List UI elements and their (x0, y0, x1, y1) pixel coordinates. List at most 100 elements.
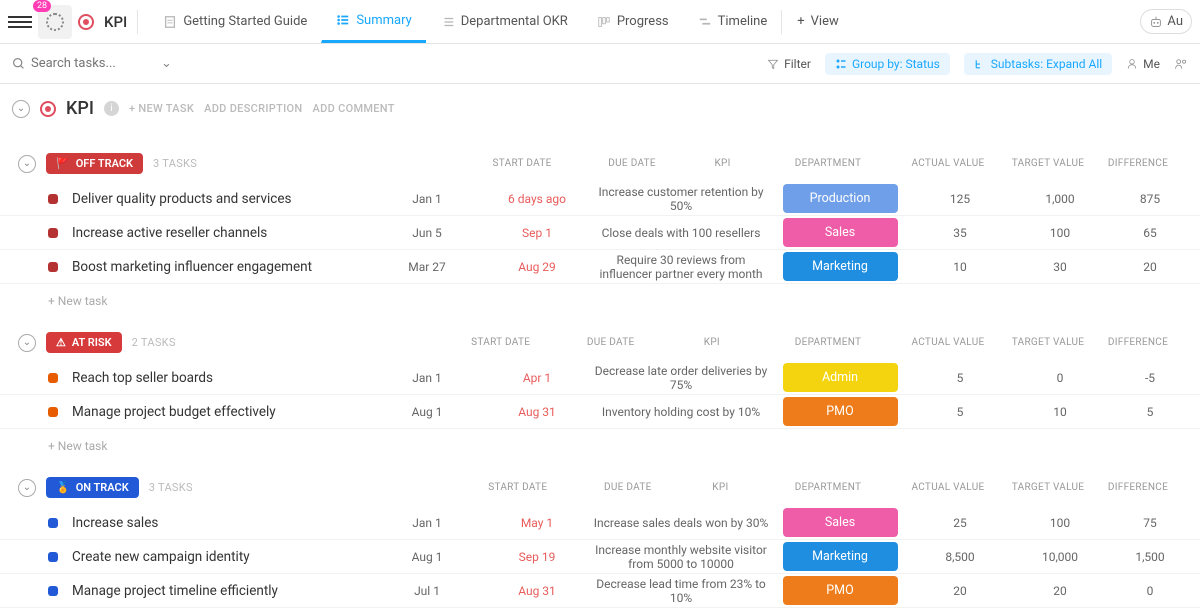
cell-dept[interactable]: Sales (770, 218, 910, 247)
cell-start[interactable]: Mar 27 (372, 260, 482, 274)
new-task-button[interactable]: + NEW TASK (129, 102, 194, 115)
cell-target[interactable]: 10,000 (1010, 550, 1110, 564)
cell-target[interactable]: 100 (1010, 516, 1110, 530)
status-square-icon[interactable] (48, 194, 58, 204)
cell-start[interactable]: Aug 1 (372, 550, 482, 564)
cell-dept[interactable]: PMO (770, 397, 910, 426)
cell-actual[interactable]: 125 (910, 192, 1010, 206)
tab-departmental-okr[interactable]: Departmental OKR (426, 0, 582, 43)
new-task-button[interactable]: + New task (0, 429, 1200, 457)
cell-diff[interactable]: 5 (1110, 405, 1200, 419)
cell-kpi[interactable]: Close deals with 100 resellers (592, 226, 770, 240)
automate-button[interactable]: Au (1140, 9, 1192, 34)
dept-tag[interactable]: Production (783, 184, 898, 213)
cell-diff[interactable]: 65 (1110, 226, 1200, 240)
dept-tag[interactable]: Marketing (783, 542, 898, 571)
task-row[interactable]: Manage project timeline efficiently Jul … (0, 574, 1200, 608)
col-target[interactable]: TARGET VALUE (998, 482, 1098, 493)
status-square-icon[interactable] (48, 228, 58, 238)
task-row[interactable]: Reach top seller boards Jan 1 Apr 1 Decr… (0, 361, 1200, 395)
cell-diff[interactable]: -5 (1110, 371, 1200, 385)
cell-dept[interactable]: Marketing (770, 542, 910, 571)
task-row[interactable]: Manage project budget effectively Aug 1 … (0, 395, 1200, 429)
cell-dept[interactable]: Sales (770, 508, 910, 537)
cell-actual[interactable]: 20 (910, 584, 1010, 598)
tab-progress[interactable]: Progress (582, 0, 683, 43)
me-button[interactable]: Me (1126, 57, 1160, 71)
status-square-icon[interactable] (48, 586, 58, 596)
cell-dept[interactable]: Marketing (770, 252, 910, 281)
dept-tag[interactable]: PMO (783, 576, 898, 605)
col-start[interactable]: START DATE (446, 337, 556, 348)
chevron-down-icon[interactable]: ⌄ (161, 56, 172, 71)
tab-summary[interactable]: Summary (321, 0, 425, 43)
dept-tag[interactable]: Sales (783, 508, 898, 537)
cell-target[interactable]: 10 (1010, 405, 1110, 419)
assignees-button[interactable] (1174, 58, 1188, 70)
add-view-button[interactable]: + View (782, 0, 853, 43)
task-name[interactable]: Deliver quality products and services (72, 191, 372, 207)
cell-actual[interactable]: 25 (910, 516, 1010, 530)
cell-due[interactable]: May 1 (482, 516, 592, 530)
cell-kpi[interactable]: Increase sales deals won by 30% (592, 516, 770, 530)
new-task-button[interactable]: + New task (0, 284, 1200, 312)
col-dept[interactable]: DEPARTMENT (758, 482, 898, 493)
cell-diff[interactable]: 1,500 (1110, 550, 1200, 564)
cell-kpi[interactable]: Decrease late order deliveries by 75% (592, 364, 770, 392)
task-name[interactable]: Manage project timeline efficiently (72, 583, 372, 599)
cell-dept[interactable]: Production (770, 184, 910, 213)
status-square-icon[interactable] (48, 407, 58, 417)
col-kpi[interactable]: KPI (666, 337, 758, 348)
col-kpi[interactable]: KPI (687, 158, 758, 169)
col-dept[interactable]: DEPARTMENT (758, 337, 898, 348)
dept-tag[interactable]: Marketing (783, 252, 898, 281)
task-name[interactable]: Manage project budget effectively (72, 404, 372, 420)
col-dept[interactable]: DEPARTMENT (758, 158, 898, 169)
cell-kpi[interactable]: Decrease lead time from 23% to 10% (592, 577, 770, 605)
task-row[interactable]: Increase sales Jan 1 May 1 Increase sale… (0, 506, 1200, 540)
cell-diff[interactable]: 20 (1110, 260, 1200, 274)
filter-button[interactable]: Filter (767, 57, 811, 71)
cell-kpi[interactable]: Inventory holding cost by 10% (592, 405, 770, 419)
search-box[interactable]: ⌄ (12, 56, 182, 71)
task-name[interactable]: Reach top seller boards (72, 370, 372, 386)
task-name[interactable]: Boost marketing influencer engagement (72, 259, 372, 275)
task-name[interactable]: Create new campaign identity (72, 549, 372, 565)
cell-kpi[interactable]: Increase monthly website visitor from 50… (592, 543, 770, 571)
task-row[interactable]: Increase active reseller channels Jun 5 … (0, 216, 1200, 250)
collapse-all-button[interactable]: ⌄ (12, 100, 30, 118)
collapse-group-button[interactable]: ⌄ (18, 479, 36, 497)
tab-getting-started[interactable]: Getting Started Guide (148, 0, 321, 43)
cell-actual[interactable]: 10 (910, 260, 1010, 274)
col-diff[interactable]: DIFFERENCE (1098, 337, 1188, 348)
cell-target[interactable]: 100 (1010, 226, 1110, 240)
col-start[interactable]: START DATE (467, 158, 577, 169)
dept-tag[interactable]: Admin (783, 363, 898, 392)
task-name[interactable]: Increase sales (72, 515, 372, 531)
info-icon[interactable]: i (104, 101, 119, 116)
cell-dept[interactable]: Admin (770, 363, 910, 392)
cell-actual[interactable]: 8,500 (910, 550, 1010, 564)
cell-diff[interactable]: 875 (1110, 192, 1200, 206)
menu-icon[interactable] (8, 16, 32, 28)
cell-due[interactable]: Aug 31 (482, 405, 592, 419)
status-square-icon[interactable] (48, 262, 58, 272)
dept-tag[interactable]: PMO (783, 397, 898, 426)
status-square-icon[interactable] (48, 518, 58, 528)
add-description-button[interactable]: ADD DESCRIPTION (204, 102, 302, 115)
cell-target[interactable]: 20 (1010, 584, 1110, 598)
cell-due[interactable]: Apr 1 (482, 371, 592, 385)
cell-due[interactable]: Aug 29 (482, 260, 592, 274)
status-pill[interactable]: 🚩 OFF TRACK (46, 153, 143, 174)
subtasks-button[interactable]: Subtasks: Expand All (964, 53, 1112, 75)
cell-target[interactable]: 0 (1010, 371, 1110, 385)
cell-due[interactable]: Sep 19 (482, 550, 592, 564)
col-actual[interactable]: ACTUAL VALUE (898, 482, 998, 493)
col-due[interactable]: DUE DATE (556, 337, 666, 348)
search-input[interactable] (31, 56, 151, 71)
group-by-button[interactable]: Group by: Status (825, 53, 950, 75)
col-diff[interactable]: DIFFERENCE (1098, 482, 1188, 493)
cell-start[interactable]: Jan 1 (372, 516, 482, 530)
col-diff[interactable]: DIFFERENCE (1098, 158, 1188, 169)
cell-target[interactable]: 30 (1010, 260, 1110, 274)
